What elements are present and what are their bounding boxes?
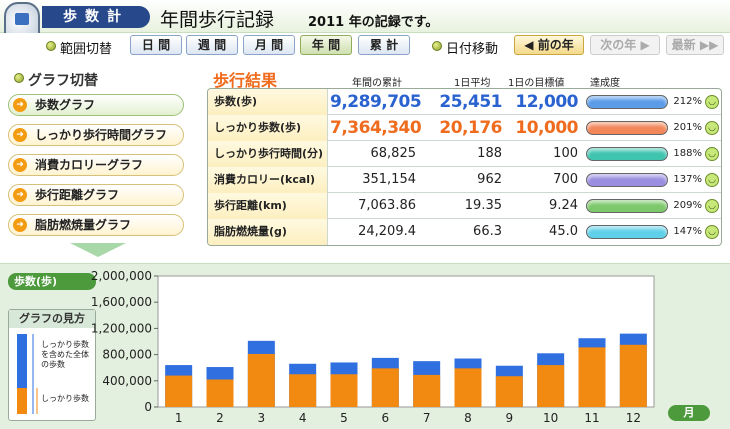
toolbar: 範囲切替 日 間 週 間 月 間 年 間 累 計 日付移動 ◀ 前の年 次の年 … — [0, 33, 730, 58]
total-value: 351,154 — [362, 172, 416, 187]
smiley-icon: ◡ — [705, 225, 719, 239]
achievement-bar — [586, 225, 668, 239]
range-week-button[interactable]: 週 間 — [186, 35, 238, 55]
down-arrow-icon — [70, 243, 126, 257]
howto-legend-graphic: しっかり歩数を含めた全体の歩数 しっかり歩数 — [17, 334, 89, 414]
column-header-achievement: 達成度 — [590, 78, 620, 89]
column-header-avg: 1日平均 — [454, 78, 491, 89]
goal-value: 10,000 — [515, 118, 578, 138]
graph-calorie-label: 消費カロリーグラフ — [35, 158, 144, 172]
goal-value: 100 — [553, 146, 578, 161]
achievement-bar — [586, 173, 668, 187]
results-title: 歩行結果 — [213, 71, 278, 90]
table-row: 歩行距離(km) 7,063.86 19.35 9.24 209% ◡ — [208, 193, 721, 219]
x-unit-label: 月 — [668, 405, 710, 421]
achievement-percent: 137% — [673, 174, 702, 185]
date-nav-label: 日付移動 — [446, 42, 499, 57]
column-header-total: 年間の累計 — [352, 78, 402, 89]
header-bar: 歩数計 年間歩行記録 2011 年の記録です。 — [0, 0, 730, 54]
arrow-right-icon: ➜ — [13, 158, 27, 172]
row-label: 脂肪燃焼量(g) — [208, 219, 328, 245]
row-label: 歩行距離(km) — [208, 193, 328, 219]
graph-distance-button[interactable]: ➜ 歩行距離グラフ — [8, 184, 184, 206]
graph-fat-label: 脂肪燃焼量グラフ — [35, 218, 132, 232]
goal-value: 700 — [553, 172, 578, 187]
latest-button[interactable]: 最新 ▶▶ — [666, 35, 724, 55]
graph-brisk-time-label: しっかり歩行時間グラフ — [35, 128, 168, 142]
achievement-percent: 212% — [673, 96, 702, 107]
legend-total-swatch — [17, 334, 27, 388]
arrow-right-icon: ➜ — [13, 128, 27, 142]
achievement-bar — [586, 147, 668, 161]
range-label: 範囲切替 — [60, 42, 113, 57]
smiley-icon: ◡ — [705, 173, 719, 187]
legend-brisk-swatch — [17, 388, 27, 414]
range-day-button[interactable]: 日 間 — [130, 35, 182, 55]
achievement-percent: 209% — [673, 200, 702, 211]
achievement-bar — [586, 199, 668, 213]
avg-value: 188 — [477, 146, 502, 161]
row-label: しっかり歩数(歩) — [208, 115, 328, 141]
legend-brisk-text: しっかり歩数 — [41, 394, 89, 403]
row-label: 消費カロリー(kcal) — [208, 167, 328, 193]
avg-value: 66.3 — [473, 224, 502, 239]
smiley-icon: ◡ — [705, 121, 719, 135]
range-month-button[interactable]: 月 間 — [243, 35, 295, 55]
graph-steps-button[interactable]: ➜ 歩数グラフ — [8, 94, 184, 116]
total-value: 7,364,340 — [330, 118, 422, 138]
graph-fat-button[interactable]: ➜ 脂肪燃焼量グラフ — [8, 214, 184, 236]
avg-value: 20,176 — [439, 118, 502, 138]
achievement-percent: 188% — [673, 148, 702, 159]
graph-brisk-time-button[interactable]: ➜ しっかり歩行時間グラフ — [8, 124, 184, 146]
table-row: しっかり歩数(歩) 7,364,340 20,176 10,000 201% ◡ — [208, 115, 721, 141]
avg-value: 25,451 — [439, 92, 502, 112]
next-year-button[interactable]: 次の年 ▶ — [590, 35, 660, 55]
table-row: 消費カロリー(kcal) 351,154 962 700 137% ◡ — [208, 167, 721, 193]
smiley-icon: ◡ — [705, 95, 719, 109]
legend-total-text: しっかり歩数を含めた全体の歩数 — [41, 340, 89, 369]
achievement-percent: 201% — [673, 122, 702, 133]
goal-value: 9.24 — [549, 198, 578, 213]
bullet-icon — [432, 41, 442, 51]
chart-panel — [0, 263, 730, 429]
arrow-right-icon: ➜ — [13, 188, 27, 202]
table-row: 歩数(歩) 9,289,705 25,451 12,000 212% ◡ — [208, 89, 721, 115]
goal-value: 45.0 — [549, 224, 578, 239]
results-table: 歩数(歩) 9,289,705 25,451 12,000 212% ◡ しっか… — [207, 88, 722, 246]
column-header-goal: 1日の目標値 — [508, 78, 565, 89]
smiley-icon: ◡ — [705, 147, 719, 161]
achievement-bar — [586, 121, 668, 135]
range-year-button[interactable]: 年 間 — [300, 35, 352, 55]
table-row: 脂肪燃焼量(g) 24,209.4 66.3 45.0 147% ◡ — [208, 219, 721, 245]
howto-panel: グラフの見方 しっかり歩数を含めた全体の歩数 しっかり歩数 — [8, 309, 96, 421]
app-name: 歩数計 — [42, 6, 150, 28]
table-row: しっかり歩行時間(分) 68,825 188 100 188% ◡ — [208, 141, 721, 167]
howto-title: グラフの見方 — [9, 310, 95, 328]
page-subtitle: 2011 年の記録です。 — [308, 15, 439, 30]
range-total-button[interactable]: 累 計 — [358, 35, 410, 55]
bullet-icon — [14, 73, 24, 83]
goal-value: 12,000 — [515, 92, 578, 112]
avg-value: 19.35 — [464, 198, 502, 213]
total-value: 7,063.86 — [358, 198, 416, 213]
arrow-right-icon: ➜ — [13, 98, 27, 112]
achievement-bar — [586, 95, 668, 109]
avg-value: 962 — [477, 172, 502, 187]
graph-calorie-button[interactable]: ➜ 消費カロリーグラフ — [8, 154, 184, 176]
graph-steps-label: 歩数グラフ — [35, 98, 96, 112]
smiley-icon: ◡ — [705, 199, 719, 213]
total-value: 24,209.4 — [358, 224, 416, 239]
total-value: 68,825 — [370, 146, 417, 161]
bullet-icon — [46, 41, 56, 51]
row-label: 歩数(歩) — [208, 89, 328, 115]
total-value: 9,289,705 — [330, 92, 422, 112]
achievement-percent: 147% — [673, 226, 702, 237]
page-title: 年間歩行記録 — [160, 9, 275, 31]
prev-year-button[interactable]: ◀ 前の年 — [514, 35, 584, 55]
arrow-right-icon: ➜ — [13, 218, 27, 232]
graph-switch-title: グラフ切替 — [28, 73, 98, 89]
row-label: しっかり歩行時間(分) — [208, 141, 328, 167]
graph-distance-label: 歩行距離グラフ — [35, 188, 120, 202]
chart-y-label: 歩数(歩) — [8, 273, 96, 290]
